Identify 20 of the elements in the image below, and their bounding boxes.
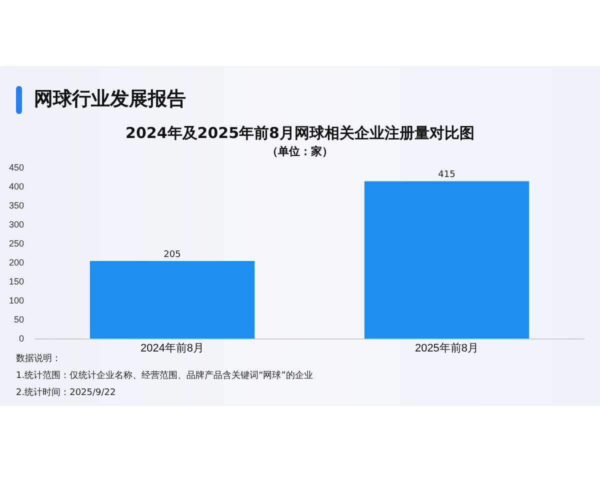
y-tick-label: 150: [8, 276, 24, 286]
chart-title: 网球行业发展报告: [34, 87, 186, 112]
data-label: 415: [438, 170, 456, 180]
text: （单位：家）: [266, 144, 334, 159]
y-tick-label: 400: [8, 181, 24, 192]
text: 数据说明：: [16, 352, 61, 365]
x-tick-label: 2025年前8月: [414, 342, 479, 354]
chart-subtitle: 2024年及2025年前8月网球相关企业注册量对比图: [124, 124, 476, 143]
text: 1.统计范围：仅统计企业名称、经营范围、品牌产品含关键词“网球”的企业: [16, 370, 313, 382]
y-tick-label: 100: [8, 295, 24, 306]
text: 2.统计时间：2025/9/22: [16, 386, 116, 399]
data-label: 205: [164, 250, 181, 260]
x-tick-label: 2024年前8月: [140, 342, 204, 354]
y-tick-label: 450: [8, 162, 24, 172]
y-tick-label: 200: [8, 257, 24, 268]
y-tick-label: 0: [19, 333, 24, 344]
y-tick-label: 50: [14, 314, 24, 324]
y-tick-label: 350: [8, 200, 24, 210]
y-tick-label: 300: [8, 219, 24, 230]
y-tick-label: 250: [8, 238, 24, 248]
